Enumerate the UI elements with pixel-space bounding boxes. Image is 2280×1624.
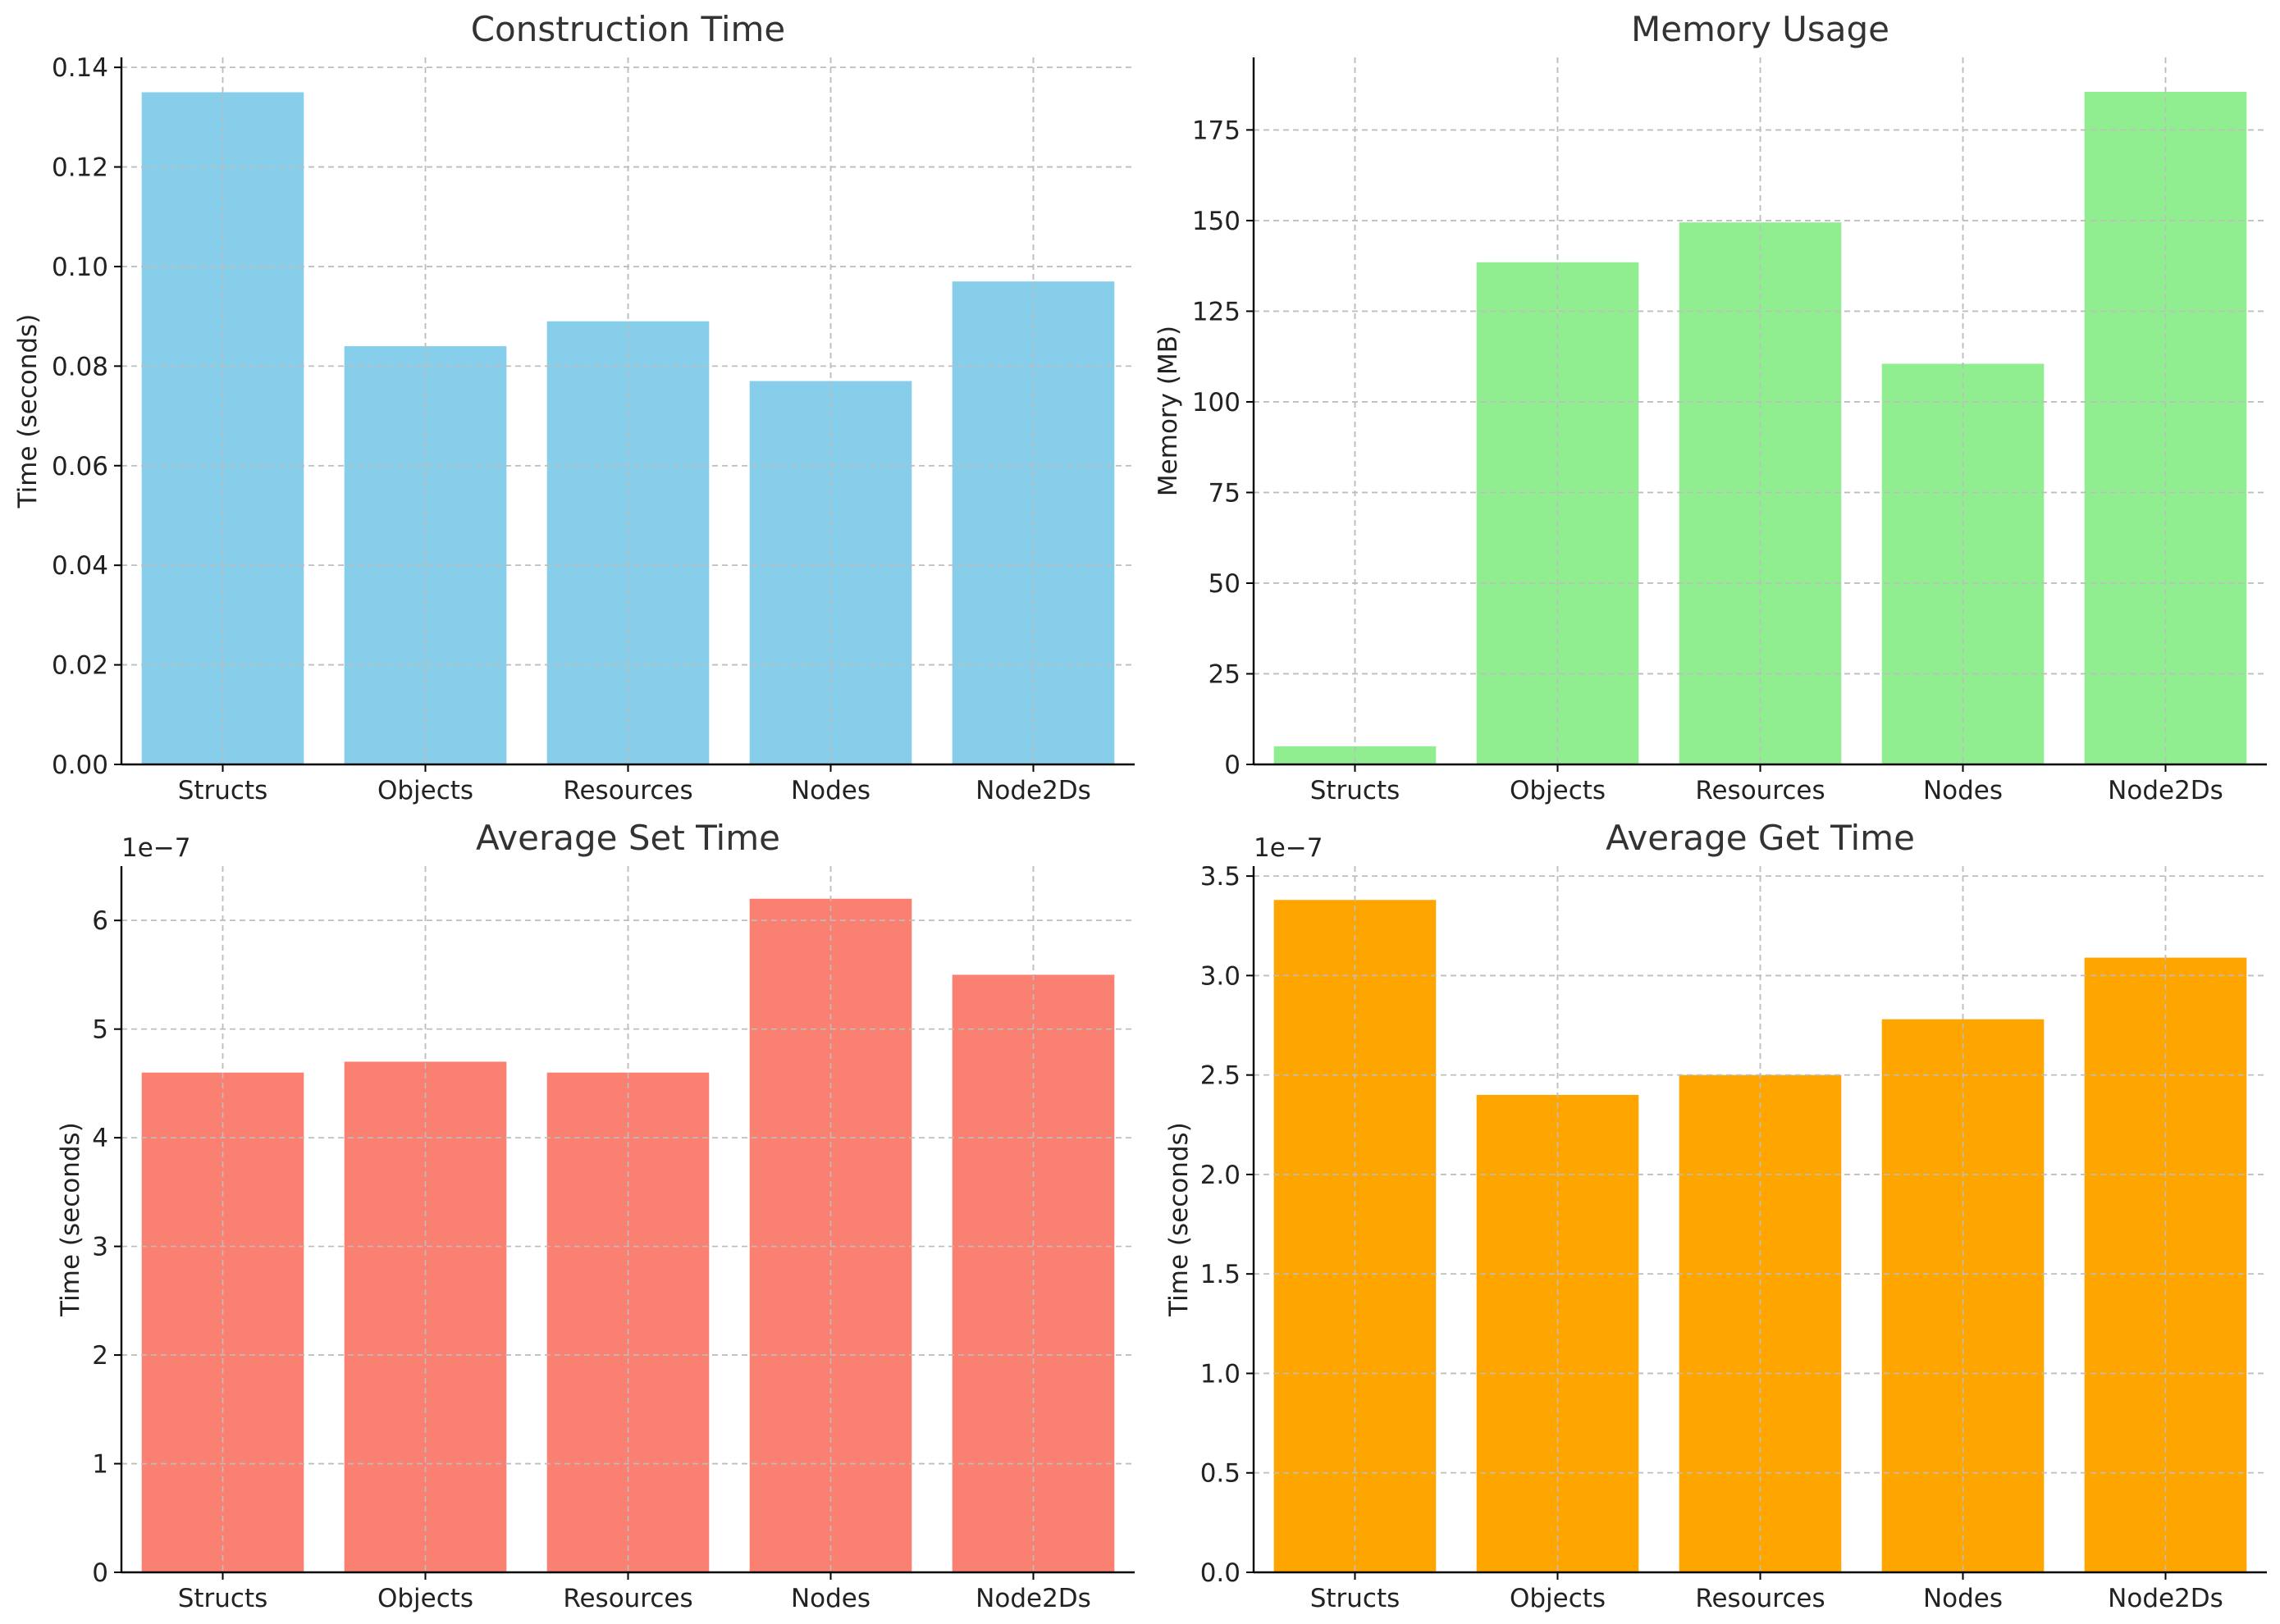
y-tick-label: 0 [1224,750,1241,780]
chart-title: Average Set Time [476,818,780,858]
y-axis-label: Memory (MB) [1154,326,1183,496]
y-tick-label: 0.14 [52,53,108,83]
bars [141,92,1115,764]
chart-title: Construction Time [471,9,786,49]
x-tick-label: Objects [377,776,473,805]
y-tick-label: 75 [1209,478,1241,508]
panel-memory-usage: Memory Usage Memory (MB) 0 25 50 75 100 125 15… [1154,9,2267,805]
y-tick-label: 0.0 [1200,1558,1241,1588]
y-tick-label: 5 [92,1015,108,1045]
y-tick-label: 0.12 [52,153,108,183]
x-tick-label: Nodes [1923,776,2003,805]
x-tick-label: Objects [1510,776,1606,805]
bar-structs [141,92,304,764]
y-offset-text: 1e−7 [121,833,191,863]
y-tick-label: 125 [1192,297,1241,326]
y-offset-text: 1e−7 [1254,833,1323,863]
panel-construction-time: Construction Time Time (seconds) 0.00 0.0… [13,9,1135,805]
y-tick-label: 150 [1192,207,1241,236]
y-tick-label: 100 [1192,388,1241,417]
y-tick-label: 0.08 [52,352,108,381]
y-tick-label: 0.02 [52,651,108,681]
x-tick-label: Structs [178,1584,268,1613]
grid-overlay [1254,866,2267,1573]
y-tick-label: 6 [92,906,108,936]
grid-overlay [1254,57,2267,765]
chart-title: Memory Usage [1631,9,1889,49]
y-tick-label: 0.5 [1200,1459,1241,1489]
x-tick-label: Objects [1510,1584,1606,1613]
x-tick-label: Nodes [791,776,870,805]
y-tick-label: 175 [1192,116,1241,145]
panel-average-get-time: Average Get Time Time (seconds) 1e−7 0.0… [1164,818,2267,1613]
panel-average-set-time: Average Set Time Time (seconds) 1e−7 0 1 2… [56,818,1135,1613]
x-tick-label: Resources [563,1584,692,1613]
y-tick-label: 1.5 [1200,1260,1241,1289]
y-tick-label: 0.04 [52,551,108,581]
y-tick-label: 0.00 [52,750,108,780]
x-tick-label: Resources [1695,1584,1825,1613]
x-tick-label: Nodes [791,1584,870,1613]
x-tick-label: Node2Ds [976,776,1091,805]
y-axis-label: Time (seconds) [1164,1122,1194,1317]
y-tick-label: 2.0 [1200,1161,1241,1190]
y-tick-label: 3.0 [1200,961,1241,991]
y-tick-label: 0 [92,1558,108,1588]
y-axis-label: Time (seconds) [56,1122,85,1317]
x-tick-label: Nodes [1923,1584,2003,1613]
y-tick-label: 25 [1209,659,1241,689]
x-tick-label: Node2Ds [2108,1584,2223,1613]
x-tick-label: Resources [1695,776,1825,805]
y-axis-label: Time (seconds) [13,314,43,509]
y-tick-label: 3 [92,1233,108,1262]
y-tick-label: 0.06 [52,452,108,481]
x-tick-label: Resources [563,776,692,805]
y-tick-label: 4 [92,1124,108,1153]
x-tick-label: Objects [377,1584,473,1613]
y-tick-label: 50 [1209,569,1241,599]
bar-structs [1273,746,1437,764]
y-tick-label: 1.0 [1200,1359,1241,1389]
y-tick-label: 2 [92,1341,108,1371]
x-tick-label: Node2Ds [976,1584,1091,1613]
y-tick-label: 3.5 [1200,862,1241,892]
y-tick-label: 2.5 [1200,1061,1241,1091]
y-tick-label: 1 [92,1450,108,1480]
x-tick-label: Structs [178,776,268,805]
y-tick-label: 0.10 [52,253,108,282]
x-tick-label: Node2Ds [2108,776,2223,805]
chart-title: Average Get Time [1606,818,1915,858]
x-tick-label: Structs [1310,776,1400,805]
x-tick-label: Structs [1310,1584,1400,1613]
